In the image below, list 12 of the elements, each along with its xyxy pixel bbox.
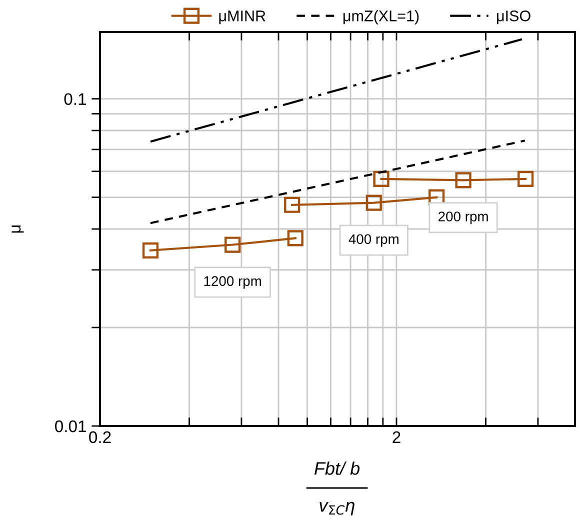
y-tick-label: 0.1 (64, 93, 86, 105)
legend-label: μmZ(XL=1) (343, 10, 419, 24)
annotation: 1200 rpm (204, 276, 262, 289)
annotation: 400 rpm (348, 234, 398, 247)
annotation: 200 rpm (438, 212, 488, 224)
text: Fbt/ b v$_{ΣC}$η (314, 462, 360, 516)
x-tick-label: 0.2 (89, 431, 111, 444)
legend-label: μMINR (219, 10, 266, 24)
x-tick-label: 2 (392, 431, 400, 443)
y-tick-label: 0.01 (55, 420, 86, 432)
legend-label: μISO (497, 10, 530, 24)
y-axis-title: μ (12, 225, 24, 233)
